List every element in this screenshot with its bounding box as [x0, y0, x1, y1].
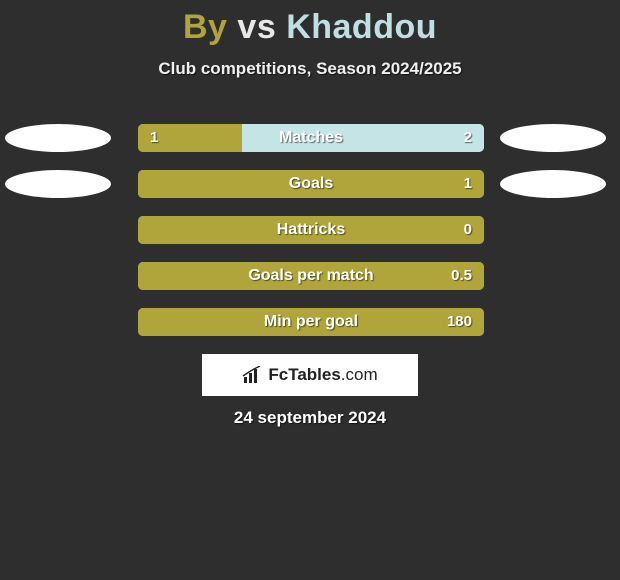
stat-value-player1: 1: [138, 124, 170, 152]
stat-row: 12Matches: [0, 120, 620, 166]
stat-value-player1: [138, 216, 162, 244]
title-vs: vs: [237, 8, 276, 46]
stat-value-player2: 1: [452, 170, 484, 198]
stat-value-player2: 0: [452, 216, 484, 244]
stat-value-player1: [138, 308, 162, 336]
stat-value-player1: [138, 262, 162, 290]
stat-row: 1Goals: [0, 166, 620, 212]
player2-badge: [500, 124, 606, 152]
stat-row: 0Hattricks: [0, 212, 620, 258]
title-player1: By: [183, 8, 227, 46]
date-label: 24 september 2024: [0, 408, 620, 428]
stat-value-player1: [138, 170, 162, 198]
brand-text: FcTables.com: [268, 365, 377, 385]
comparison-chart: 12Matches1Goals0Hattricks0.5Goals per ma…: [0, 120, 620, 350]
bar-chart-icon: [242, 366, 264, 384]
subtitle: Club competitions, Season 2024/2025: [0, 59, 620, 79]
stat-bar-player1: [138, 170, 484, 198]
brand-watermark: FcTables.com: [202, 354, 418, 396]
player2-badge: [500, 170, 606, 198]
brand-name: FcTables: [268, 365, 340, 384]
stat-bar-player1: [138, 216, 484, 244]
stat-bar-track: 0Hattricks: [138, 216, 484, 244]
stat-bar-player2: [242, 124, 484, 152]
stat-bar-player1: [138, 262, 484, 290]
stat-bar-track: 1Goals: [138, 170, 484, 198]
stat-value-player2: 180: [435, 308, 484, 336]
player1-badge: [5, 170, 111, 198]
stat-bar-track: 0.5Goals per match: [138, 262, 484, 290]
stat-value-player2: 0.5: [439, 262, 484, 290]
player1-badge: [5, 124, 111, 152]
stat-row: 180Min per goal: [0, 304, 620, 350]
stat-bar-player1: [138, 308, 484, 336]
stat-row: 0.5Goals per match: [0, 258, 620, 304]
stat-bar-track: 180Min per goal: [138, 308, 484, 336]
stat-value-player2: 2: [452, 124, 484, 152]
page-title: By vs Khaddou: [0, 0, 620, 47]
brand-suffix: .com: [341, 365, 378, 384]
stat-bar-track: 12Matches: [138, 124, 484, 152]
title-player2: Khaddou: [286, 8, 437, 46]
